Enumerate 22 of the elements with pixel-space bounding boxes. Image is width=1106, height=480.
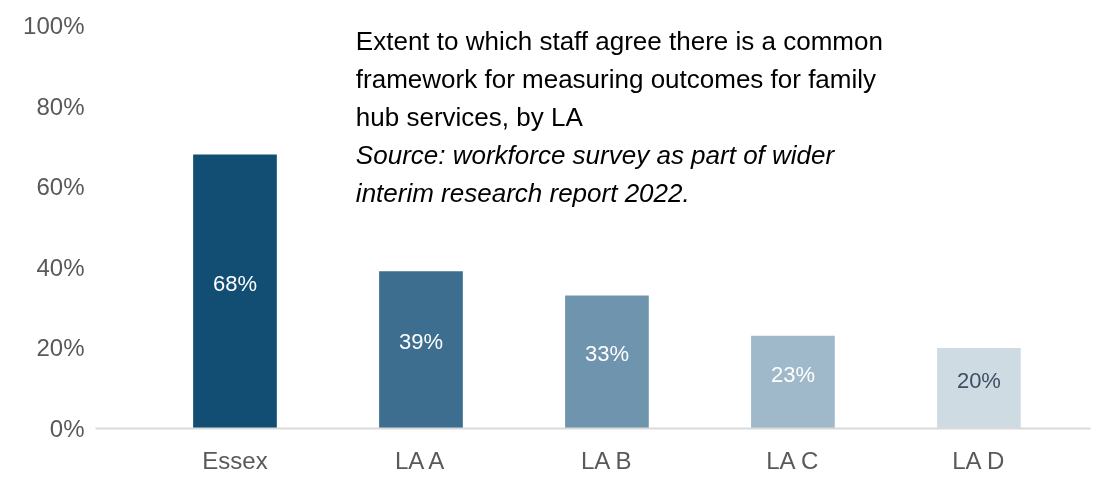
x-tick-label: LA B <box>580 446 632 474</box>
text: Extent to which staff agree there is a common framework for measuring outcomes for family hub services, by LA <box>355 25 883 132</box>
y-tick-label: 0% <box>49 415 85 442</box>
data-label: 39% <box>398 329 443 355</box>
annotation: Source: workforce survey as part of wider interim research report 2022. <box>355 139 836 208</box>
bar <box>751 335 835 429</box>
x-tick-label: LA D <box>952 446 1005 474</box>
y-tick-label: 20% <box>36 334 85 362</box>
bar <box>565 295 649 429</box>
x-tick-label: LA A <box>394 446 445 474</box>
x-tick-label: LA C <box>766 446 819 474</box>
y-tick-label: 60% <box>36 173 85 201</box>
y-tick-label: 80% <box>36 92 85 120</box>
bar <box>379 271 463 429</box>
y-tick-label: 100% <box>23 12 85 39</box>
bar <box>193 154 277 429</box>
data-label: 68% <box>212 270 258 296</box>
x-tick-label: Essex <box>202 446 268 474</box>
data-label: 20% <box>956 367 1001 393</box>
data-label: 33% <box>584 341 629 367</box>
y-tick-label: 40% <box>36 253 85 281</box>
data-label: 23% <box>770 361 815 387</box>
